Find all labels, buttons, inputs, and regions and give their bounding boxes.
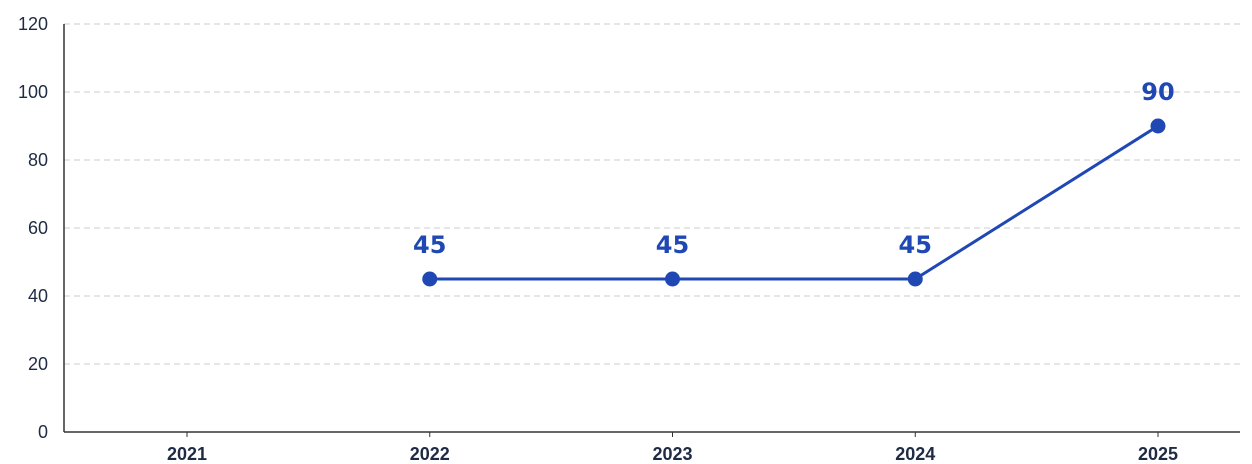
y-tick-label-0: 0 [38,422,48,442]
data-label-2025: 90 [1141,78,1174,106]
y-tick-label-60: 60 [28,218,48,238]
gridlines [64,23,1240,365]
series-layer [422,118,1166,287]
x-tick-label-2025: 2025 [1138,444,1178,464]
axes: 0 20 40 60 80 100 120 2021 2022 2023 2024 2025 [18,14,1240,464]
x-tick-label-2023: 2023 [652,444,692,464]
x-tick-label-2024: 2024 [895,444,935,464]
data-point-2025 [1150,118,1166,134]
y-tick-label-100: 100 [18,82,48,102]
data-label-2022: 45 [413,231,446,259]
y-tick-label-20: 20 [28,354,48,374]
x-tick-label-2021: 2021 [167,444,207,464]
data-label-2023: 45 [656,231,689,259]
data-point-2024 [907,271,923,287]
data-point-2023 [665,271,680,287]
data-label-2024: 45 [899,231,932,259]
labels: 45 45 45 90 [413,78,1175,259]
y-tick-label-120: 120 [18,14,48,34]
y-tick-label-80: 80 [28,150,48,170]
data-point-2022 [422,271,438,287]
x-tick-label-2022: 2022 [410,444,450,464]
y-tick-label-40: 40 [28,286,48,306]
series-line-0 [429,124,1159,281]
